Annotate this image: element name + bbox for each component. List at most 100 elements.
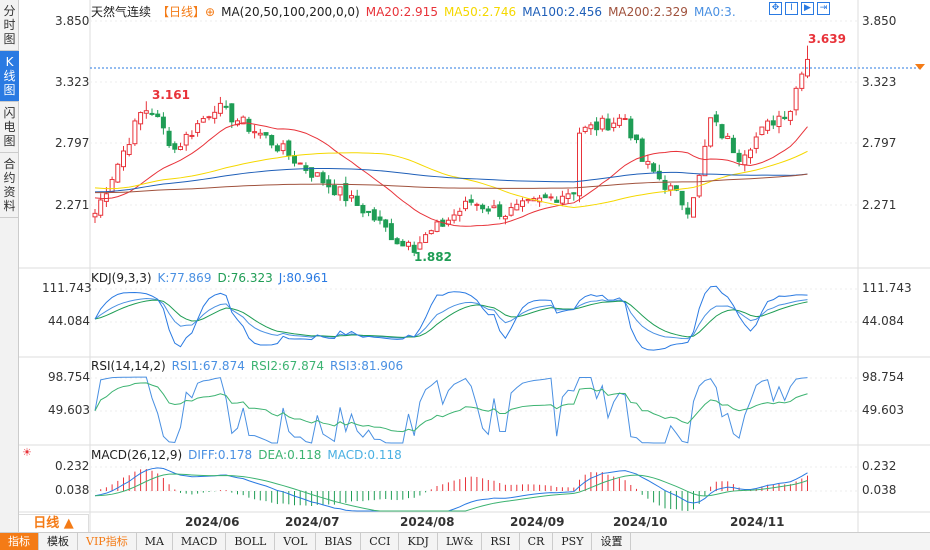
date-label: 2024/07: [285, 515, 340, 529]
candle: [748, 149, 753, 159]
macd-value: MACD:0.118: [327, 448, 402, 462]
candle: [303, 165, 309, 171]
rsi-axis: 98.754: [48, 370, 90, 384]
indicator-tab[interactable]: BOLL: [226, 533, 276, 550]
y-label-right: 3.850: [862, 14, 897, 28]
macd-diff-line: [94, 467, 808, 512]
kdj-axis: 44.084: [48, 314, 90, 328]
main-header: 天然气连续 【日线】⊕ MA(20,50,100,200,0,0) MA20:2.91…: [91, 3, 742, 20]
settings-icon[interactable]: ⊕: [205, 5, 216, 19]
price-marker-icon: [915, 64, 925, 70]
indicator-tab[interactable]: BIAS: [316, 533, 362, 550]
candle: [257, 132, 263, 136]
symbol-name: 天然气连续: [91, 5, 152, 19]
candle: [776, 115, 782, 128]
candle: [155, 113, 161, 118]
tab-timeshare[interactable]: 分时图: [0, 0, 19, 51]
candle: [559, 195, 565, 204]
candle: [599, 117, 605, 130]
indicator-tab[interactable]: MA: [137, 533, 173, 550]
macd-dea-line: [94, 473, 808, 512]
rsi1-line: [94, 382, 808, 433]
indicator-tab[interactable]: 指标: [0, 533, 39, 550]
tab-kline[interactable]: K线图: [0, 51, 19, 102]
candle: [702, 145, 708, 177]
indicator-tab[interactable]: LW&: [438, 533, 483, 550]
rsi-title: RSI(14,14,2): [91, 359, 166, 373]
indicator-tab[interactable]: 设置: [592, 533, 632, 550]
candle: [673, 185, 679, 191]
indicator-tab[interactable]: CR: [520, 533, 554, 550]
candle: [263, 132, 269, 136]
candle: [92, 212, 98, 218]
candle: [708, 117, 714, 147]
tab-contract-info[interactable]: 合约资料: [0, 153, 19, 218]
indicator-tab[interactable]: VOL: [275, 533, 317, 550]
candle: [371, 209, 377, 221]
candle: [480, 204, 486, 210]
macd-axis: 0.038: [55, 483, 90, 497]
tab-flash[interactable]: 闪电图: [0, 102, 19, 153]
zoom-icon[interactable]: I: [785, 2, 798, 15]
candle: [622, 118, 628, 121]
indicator-tab[interactable]: MACD: [173, 533, 227, 550]
candle: [742, 154, 748, 166]
candle: [474, 203, 480, 206]
ma100-value: MA100:2.456: [522, 5, 603, 19]
indicator-tab[interactable]: RSI: [482, 533, 520, 550]
candle: [132, 120, 138, 145]
candle: [679, 190, 685, 206]
candle: [525, 198, 531, 202]
candle: [428, 230, 434, 235]
candle: [297, 162, 303, 165]
indicator-tab[interactable]: PSY: [553, 533, 593, 550]
indicator-tab[interactable]: 模板: [39, 533, 78, 550]
candle: [616, 117, 622, 126]
date-label: 2024/08: [400, 515, 455, 529]
candle: [223, 105, 229, 108]
candle: [725, 135, 731, 139]
candle: [331, 185, 337, 196]
candle: [246, 118, 252, 132]
exit-icon[interactable]: ⇥: [817, 2, 830, 15]
candle: [463, 200, 468, 210]
candle: [548, 196, 554, 199]
candle: [143, 110, 149, 114]
candle: [736, 152, 742, 162]
high-annotation: 3.639: [808, 32, 846, 46]
candle: [121, 150, 126, 168]
candle: [753, 136, 759, 149]
candle: [565, 193, 571, 199]
crosshair-icon[interactable]: ✥: [769, 2, 782, 15]
ma20-line: [94, 122, 808, 227]
candle: [314, 172, 320, 177]
macd-dea: DEA:0.118: [258, 448, 322, 462]
candle: [611, 122, 617, 129]
candle: [588, 124, 594, 130]
candle: [582, 126, 588, 132]
kdj-j: J:80.961: [278, 271, 329, 285]
candle: [149, 112, 155, 115]
y-label-left: 2.797: [55, 136, 90, 150]
low-annotation: 1.882: [414, 250, 452, 264]
candle: [189, 134, 195, 137]
indicator-tab[interactable]: KDJ: [399, 533, 438, 550]
candle: [115, 163, 121, 183]
candle: [126, 144, 132, 155]
candle: [628, 118, 634, 139]
indicator-tabs: 指标 模板 VIP指标 MA MACD BOLL VOL BIAS CCI KDJ LW& RSI CR…: [0, 532, 930, 550]
kline-chart[interactable]: [0, 0, 930, 532]
candle: [468, 199, 474, 203]
play-icon[interactable]: ▶: [801, 2, 814, 15]
period-button[interactable]: 日线 ▲: [19, 514, 89, 532]
candle: [360, 204, 366, 214]
indicator-tab[interactable]: VIP指标: [78, 533, 137, 550]
indicator-tab[interactable]: CCI: [361, 533, 400, 550]
kdj-axis: 111.743: [862, 281, 912, 295]
indicator-sun-icon[interactable]: ☀: [22, 446, 32, 459]
candle: [240, 116, 246, 125]
candle: [793, 87, 799, 111]
y-label-left: 3.850: [55, 14, 90, 28]
rsi3: RSI3:81.906: [330, 359, 404, 373]
rsi2: RSI2:67.874: [250, 359, 325, 373]
